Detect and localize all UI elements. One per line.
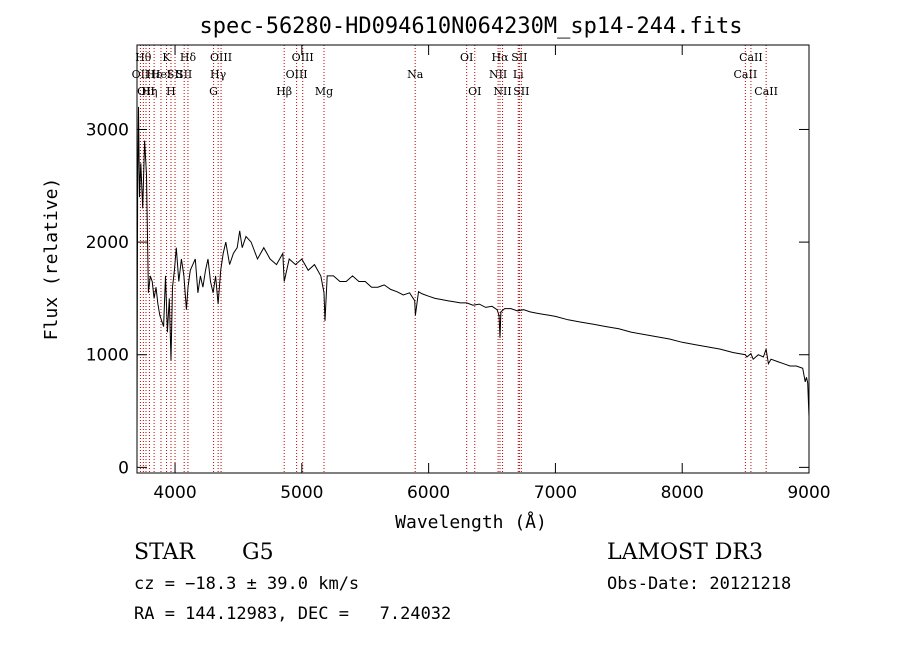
plot-frame xyxy=(136,44,810,474)
axes: 4000 5000 6000 7000 8000 9000 0 1000 2000 3000 xyxy=(86,45,831,503)
y-tick-label: 0 xyxy=(118,458,129,478)
line-marker-label: CaII xyxy=(734,68,758,81)
x-tick-label: 7000 xyxy=(534,483,577,503)
line-marker-label: OIII xyxy=(286,68,308,81)
line-marker-label: Hα xyxy=(491,51,509,64)
line-marker-label: SII xyxy=(167,68,183,81)
line-marker-label: Li xyxy=(513,68,524,81)
line-marker-label: Hγ xyxy=(210,68,227,81)
line-marker-label: HeI xyxy=(151,68,171,81)
subclass-label: G5 xyxy=(242,540,274,565)
line-marker-label: Hη xyxy=(141,85,157,98)
line-marker-label: OII xyxy=(132,68,150,81)
line-marker-label: Hβ xyxy=(276,85,292,98)
line-marker-label: SII xyxy=(513,85,529,98)
line-marker-label: SII xyxy=(511,51,527,64)
line-marker-label: SII xyxy=(176,68,192,81)
line-marker-label: Hε xyxy=(146,68,162,81)
class-label: STAR xyxy=(134,540,195,565)
redshift-text: cz = −18.3 ± 39.0 km/s xyxy=(134,574,360,594)
line-marker-label: Hδ xyxy=(180,51,197,64)
x-axis-label: Wavelength (Å) xyxy=(395,511,547,533)
line-marker-label: NII xyxy=(493,85,511,98)
line-marker-label: OIII xyxy=(210,51,232,64)
y-tick-label: 1000 xyxy=(86,346,129,366)
line-marker-label: K xyxy=(162,51,171,64)
line-marker-label: Mg xyxy=(315,85,333,98)
x-tick-label: 9000 xyxy=(787,483,830,503)
line-marker-label: OI xyxy=(460,51,473,64)
line-marker-label: CaII xyxy=(754,85,778,98)
line-marker-label: OIII xyxy=(292,51,314,64)
x-tick-label: 5000 xyxy=(280,483,323,503)
line-marker-label: Na xyxy=(407,68,424,81)
line-marker-label: OI xyxy=(468,85,481,98)
y-axis-label: Flux (relative) xyxy=(41,178,62,341)
line-marker-label: Hθ xyxy=(135,51,152,64)
y-tick-label: 2000 xyxy=(86,233,129,253)
coords-text: RA = 144.12983, DEC = 7.24032 xyxy=(134,604,452,624)
x-tick-label: 6000 xyxy=(407,483,450,503)
line-marker-label: G xyxy=(209,85,218,98)
survey-label: LAMOST DR3 xyxy=(607,540,763,565)
obs-date-text: Obs-Date: 20121218 xyxy=(607,574,792,594)
y-tick-label: 3000 xyxy=(86,120,129,140)
chart-title: spec-56280-HD094610N064230M_sp14-244.fit… xyxy=(199,14,742,39)
spectrum-line xyxy=(136,106,810,434)
line-marker-label: OII xyxy=(137,85,155,98)
line-marker-label: CaII xyxy=(739,51,763,64)
x-tick-label: 4000 xyxy=(153,483,196,503)
line-marker-label: H xyxy=(166,85,176,98)
x-tick-label: 8000 xyxy=(661,483,704,503)
line-marker-label: NII xyxy=(489,68,507,81)
